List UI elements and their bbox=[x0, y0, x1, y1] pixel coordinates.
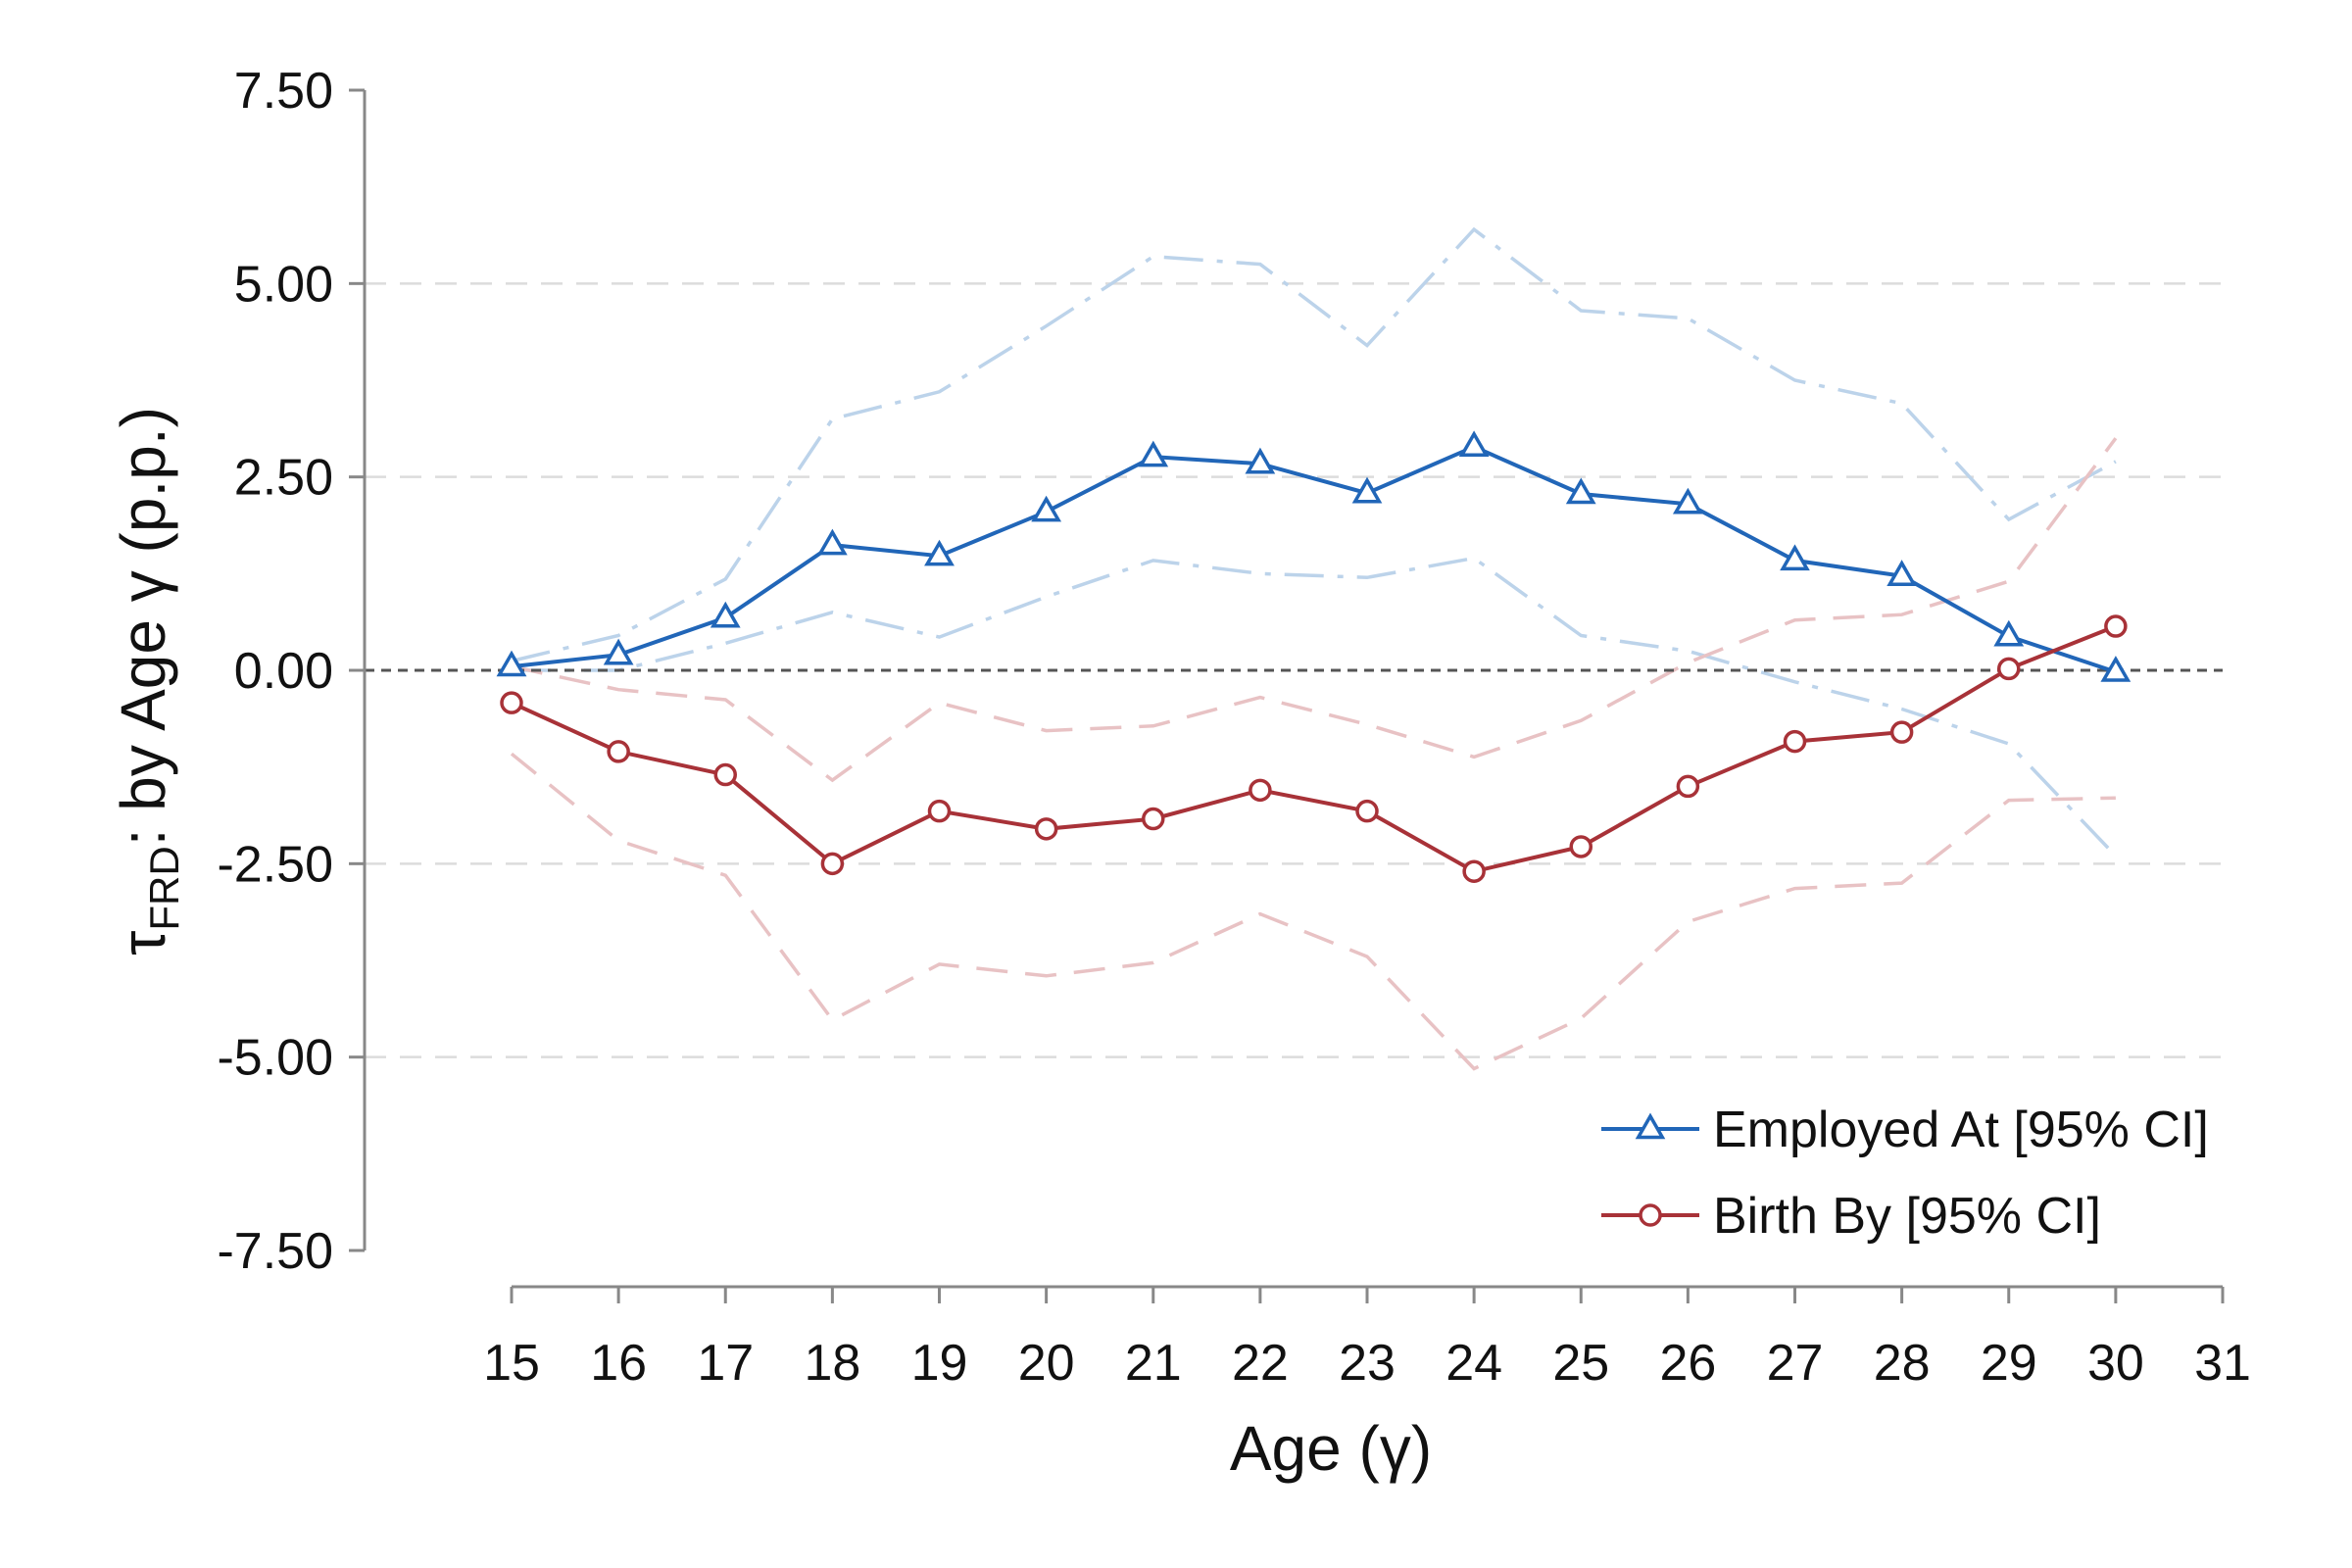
data-point bbox=[1569, 835, 1592, 858]
data-point bbox=[1886, 560, 1918, 586]
x-tick-label: 16 bbox=[590, 1335, 647, 1392]
ci-upper-line bbox=[511, 437, 2118, 783]
data-point bbox=[1249, 778, 1272, 803]
x-tick-label: 30 bbox=[2087, 1335, 2144, 1392]
data-point bbox=[603, 638, 634, 665]
y-tick-label: -5.00 bbox=[217, 1030, 333, 1087]
ci-lower-line bbox=[512, 556, 2118, 858]
data-point bbox=[1565, 477, 1596, 505]
data-point bbox=[1458, 430, 1490, 458]
data-point bbox=[816, 528, 848, 556]
data-point bbox=[607, 740, 630, 763]
x-tick-label: 26 bbox=[1659, 1335, 1716, 1392]
x-tick-label: 28 bbox=[1874, 1335, 1931, 1392]
x-tick-label: 17 bbox=[697, 1335, 754, 1392]
y-tick-label: 2.50 bbox=[234, 450, 333, 507]
x-tick-label: 31 bbox=[2194, 1335, 2251, 1392]
x-tick-label: 18 bbox=[804, 1335, 860, 1392]
y-axis-title-subscript: FRD bbox=[141, 846, 187, 930]
data-point bbox=[2104, 614, 2128, 638]
x-tick-label: 21 bbox=[1125, 1335, 1182, 1392]
y-axis-title-suffix: : by Age γ (p.p.) bbox=[108, 407, 178, 846]
data-point bbox=[1138, 440, 1169, 467]
x-tick-label: 23 bbox=[1339, 1335, 1396, 1392]
data-point bbox=[1676, 774, 1700, 799]
y-tick-label: -7.50 bbox=[217, 1223, 333, 1280]
data-series bbox=[496, 430, 2132, 883]
data-point bbox=[1993, 619, 2025, 647]
y-tick-label: 7.50 bbox=[234, 63, 333, 120]
data-point bbox=[713, 762, 737, 787]
y-axis-title: τFRD: by Age γ (p.p.) bbox=[108, 407, 187, 956]
data-point bbox=[1142, 807, 1165, 831]
ci-lower-line bbox=[510, 752, 2116, 1071]
y-tick-label: 5.00 bbox=[234, 256, 333, 313]
confidence-bands bbox=[510, 226, 2118, 1071]
x-tick-label: 20 bbox=[1018, 1335, 1075, 1392]
legend-label: Birth By [95% CI] bbox=[1713, 1188, 2101, 1245]
data-point bbox=[1780, 544, 1810, 571]
grid-lines bbox=[365, 282, 2223, 1058]
axes: 7.50 5.00 2.50 0.00 -2.50 -5.00 -7.50 15 16 17 18 1… bbox=[217, 63, 2250, 1392]
x-tick-label: 22 bbox=[1232, 1335, 1289, 1392]
data-point bbox=[1889, 720, 1914, 744]
data-point bbox=[500, 691, 523, 714]
data-point bbox=[1635, 1112, 1666, 1140]
y-tick-label: -2.50 bbox=[217, 836, 333, 893]
data-point bbox=[1034, 817, 1058, 841]
x-tick-label: 27 bbox=[1767, 1335, 1824, 1392]
x-tick-label: 24 bbox=[1446, 1335, 1502, 1392]
data-point bbox=[1639, 1203, 1662, 1227]
x-tick-label: 29 bbox=[1981, 1335, 2037, 1392]
x-axis-title: Age (γ) bbox=[1230, 1413, 1432, 1484]
data-point bbox=[1351, 476, 1383, 504]
data-point bbox=[2100, 656, 2132, 682]
x-tick-label: 15 bbox=[483, 1335, 540, 1392]
data-point bbox=[1245, 447, 1276, 474]
x-tick-label: 19 bbox=[911, 1335, 968, 1392]
data-point bbox=[1355, 799, 1379, 823]
data-point bbox=[496, 650, 527, 677]
data-point bbox=[710, 601, 741, 628]
data-point bbox=[1462, 859, 1486, 883]
series-line bbox=[511, 444, 2117, 674]
ci-upper-line bbox=[511, 226, 2117, 663]
data-point bbox=[1783, 729, 1807, 754]
data-point bbox=[1997, 657, 2021, 681]
legend: Employed At [95% CI] Birth By [95% CI] bbox=[1601, 1102, 2209, 1245]
y-axis-title-prefix: τ bbox=[108, 931, 178, 956]
data-point bbox=[927, 799, 952, 823]
data-point bbox=[1031, 495, 1062, 522]
data-point bbox=[820, 852, 845, 876]
data-point bbox=[924, 539, 955, 566]
data-point bbox=[1672, 487, 1703, 514]
x-tick-label: 25 bbox=[1552, 1335, 1609, 1392]
legend-label: Employed At [95% CI] bbox=[1713, 1102, 2209, 1158]
series-line bbox=[511, 624, 2117, 874]
y-tick-label: 0.00 bbox=[234, 643, 333, 700]
